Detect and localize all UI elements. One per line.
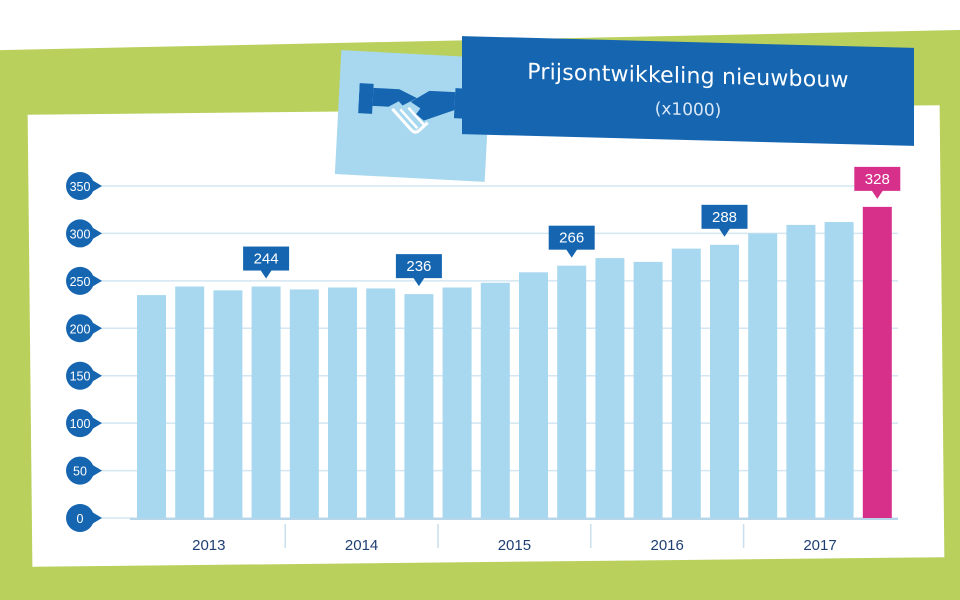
handshake-icon xyxy=(358,83,470,134)
y-tick-bubble xyxy=(66,504,95,532)
callout-box xyxy=(854,166,901,191)
x-year-label: 2013 xyxy=(192,537,225,554)
callout-label: 328 xyxy=(865,171,890,188)
y-tick-label: 100 xyxy=(70,417,91,431)
callout-label: 244 xyxy=(254,251,279,268)
y-tick-bubble xyxy=(66,172,95,200)
y-tick-pointer xyxy=(92,512,102,524)
bar xyxy=(595,258,625,518)
callout-label: 266 xyxy=(559,230,584,247)
y-tick-pointer xyxy=(92,227,102,240)
y-tick-label: 200 xyxy=(70,322,91,336)
bar xyxy=(289,289,319,518)
callout-pointer xyxy=(718,227,731,237)
bar xyxy=(557,265,587,518)
y-tick-label: 300 xyxy=(70,227,91,241)
x-year-label: 2017 xyxy=(803,537,836,554)
y-tick-bubble xyxy=(66,219,95,248)
callout-label: 288 xyxy=(712,209,737,226)
y-tick-bubble xyxy=(66,361,95,390)
callout-pointer xyxy=(565,248,578,258)
callout-box xyxy=(395,254,442,279)
y-tick-bubble xyxy=(66,314,95,343)
bar xyxy=(748,233,778,518)
bar xyxy=(328,287,357,518)
y-tick-label: 250 xyxy=(70,275,91,289)
bar xyxy=(251,286,281,518)
bar xyxy=(633,261,663,518)
y-tick-pointer xyxy=(92,417,102,430)
callout-pointer xyxy=(260,269,273,279)
y-tick-pointer xyxy=(92,369,102,382)
callout-pointer xyxy=(412,277,425,287)
y-tick-pointer xyxy=(92,180,102,192)
bar xyxy=(213,290,243,518)
y-tick-bubble xyxy=(66,266,95,295)
callout-pointer xyxy=(871,189,884,199)
y-tick-pointer xyxy=(92,464,102,477)
bar xyxy=(786,224,816,519)
bar xyxy=(824,222,854,518)
title-banner: Prijsontwikkeling nieuwbouw (x1000) xyxy=(462,36,914,146)
bar xyxy=(862,206,892,518)
callout-box xyxy=(243,246,290,271)
y-tick-pointer xyxy=(92,322,102,335)
bar xyxy=(175,286,205,518)
callout-label: 236 xyxy=(406,258,431,275)
bar xyxy=(519,272,548,518)
bar xyxy=(442,287,472,518)
y-tick-bubble xyxy=(66,456,95,485)
y-tick-pointer xyxy=(92,274,102,287)
bar xyxy=(671,248,701,518)
chart-subtitle: (x1000) xyxy=(654,99,722,121)
x-year-label: 2015 xyxy=(498,537,531,554)
y-tick-label: 0 xyxy=(77,512,84,526)
bar xyxy=(137,295,166,518)
chart-title: Prijsontwikkeling nieuwbouw xyxy=(527,59,849,94)
y-tick-label: 150 xyxy=(70,370,91,384)
y-tick-label: 50 xyxy=(73,465,87,479)
x-year-label: 2014 xyxy=(345,537,378,554)
bar xyxy=(710,244,739,518)
bar xyxy=(366,288,396,518)
x-year-label: 2016 xyxy=(651,537,684,554)
callout-box xyxy=(701,204,748,229)
bar xyxy=(404,294,434,518)
callout-box xyxy=(548,225,595,250)
y-tick-label: 350 xyxy=(70,180,91,194)
bar xyxy=(480,282,510,518)
y-tick-bubble xyxy=(66,409,95,438)
